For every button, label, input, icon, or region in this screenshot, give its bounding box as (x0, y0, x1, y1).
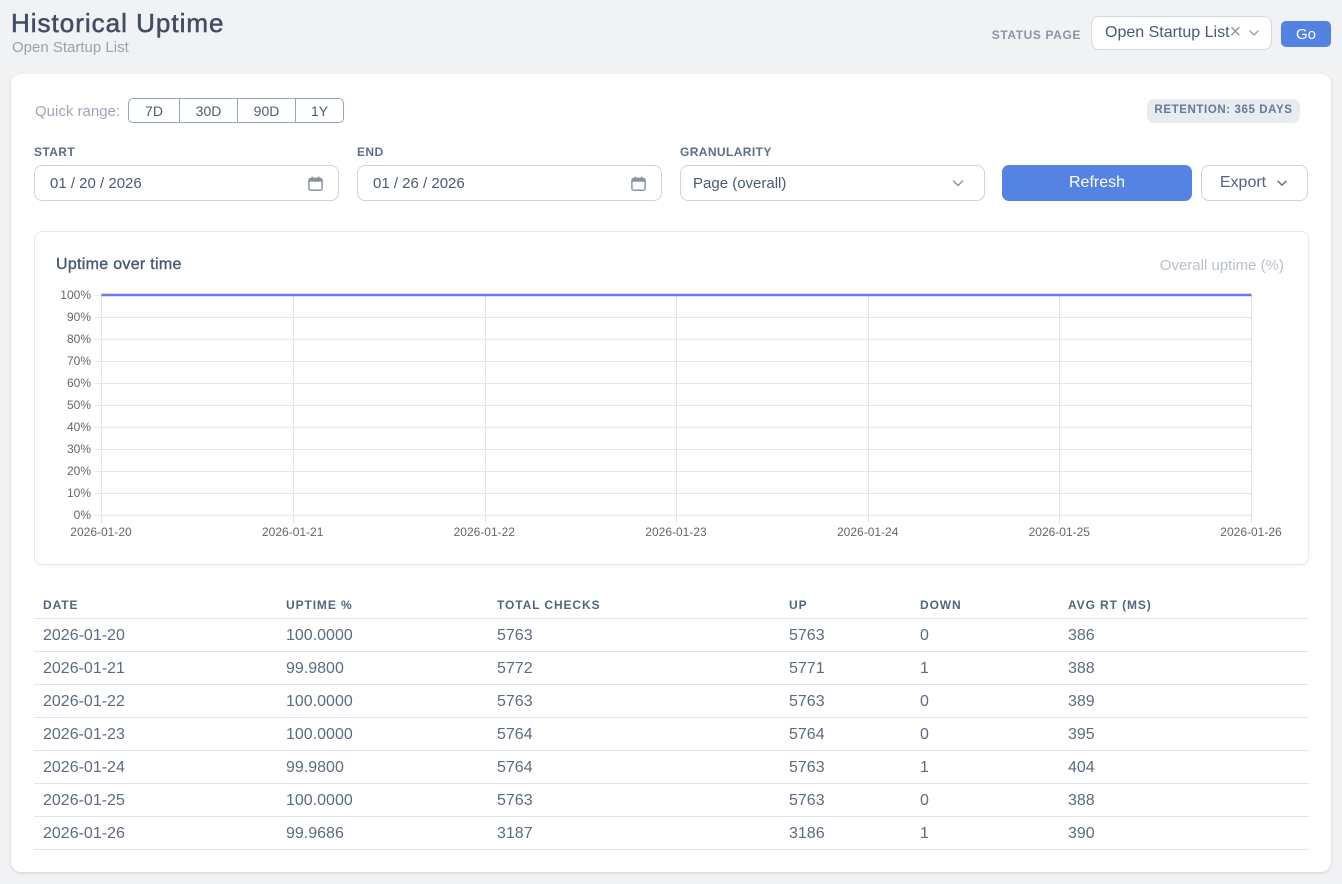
svg-text:2026-01-25: 2026-01-25 (1029, 525, 1091, 539)
svg-text:90%: 90% (67, 310, 91, 324)
svg-text:0%: 0% (74, 508, 92, 522)
svg-text:30%: 30% (67, 442, 91, 456)
svg-text:70%: 70% (67, 354, 91, 368)
svg-text:2026-01-26: 2026-01-26 (1220, 525, 1282, 539)
svg-text:50%: 50% (67, 398, 91, 412)
svg-text:20%: 20% (67, 464, 91, 478)
svg-text:2026-01-21: 2026-01-21 (262, 525, 324, 539)
svg-text:2026-01-20: 2026-01-20 (70, 525, 132, 539)
svg-text:2026-01-22: 2026-01-22 (454, 525, 516, 539)
svg-text:60%: 60% (67, 376, 91, 390)
svg-text:80%: 80% (67, 332, 91, 346)
svg-text:10%: 10% (67, 486, 91, 500)
svg-text:100%: 100% (60, 288, 91, 302)
svg-text:2026-01-23: 2026-01-23 (645, 525, 707, 539)
svg-text:2026-01-24: 2026-01-24 (837, 525, 899, 539)
svg-text:40%: 40% (67, 420, 91, 434)
